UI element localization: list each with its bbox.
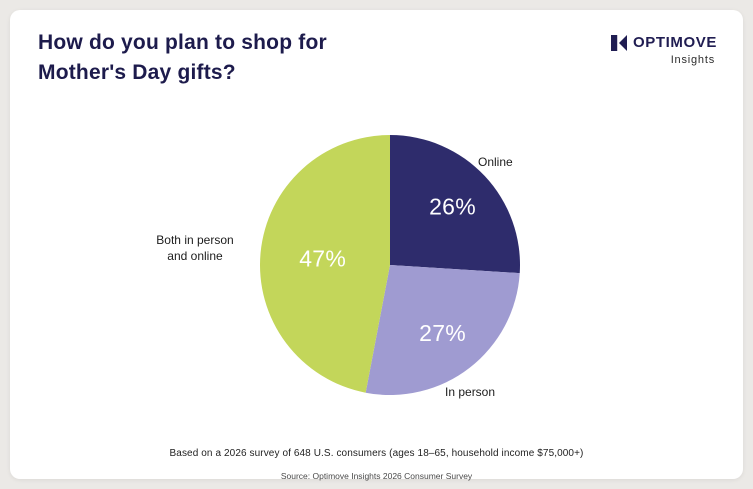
chart-title-line1: How do you plan to shop for <box>38 31 327 54</box>
pie-slice-percentage-both-in-person-and-online: 47% <box>299 246 346 272</box>
optimove-logo: OPTIMOVE Insights <box>611 34 717 66</box>
pie-slice-percentage-online: 26% <box>429 193 476 219</box>
footer-survey-note: Based on a 2026 survey of 648 U.S. consu… <box>169 448 584 459</box>
chart-title-line2: Mother's Day gifts? <box>38 61 236 85</box>
slice-label-online: Online <box>478 155 513 169</box>
pie-chart: 26% 27% 47% <box>259 135 520 395</box>
logo-brand-text: OPTIMOVE <box>633 34 717 51</box>
pie-chart-svg: 26% 27% 47% <box>259 135 520 395</box>
optimove-logo-icon <box>611 34 628 51</box>
pie-slice-percentage-in-person: 27% <box>419 320 466 346</box>
chart-title: How do you plan to shop for Mother's Day… <box>38 28 327 89</box>
logo-subtitle-text: Insights <box>670 54 715 66</box>
infographic-card: How do you plan to shop for Mother's Day… <box>10 10 743 481</box>
footer-source-note: Source: Optimove Insights 2026 Consumer … <box>280 471 473 481</box>
pie-slice-both-in-person-and-online <box>259 135 390 393</box>
pie-slice-online <box>390 135 520 274</box>
slice-label-both: Both in person and online <box>156 233 234 264</box>
pie-slice-in-person <box>365 265 520 395</box>
slice-label-in-person: In person <box>445 385 496 399</box>
